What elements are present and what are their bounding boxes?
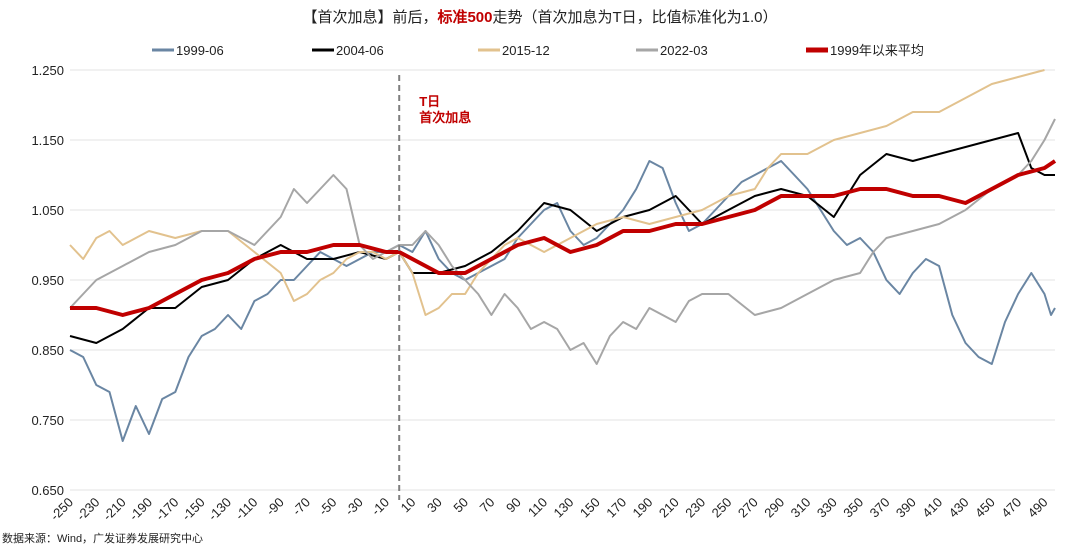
x-tick-label: -150: [179, 495, 208, 524]
x-tick-label: 270: [735, 495, 761, 521]
x-tick-label: 470: [998, 495, 1024, 521]
y-tick-label: 0.950: [31, 273, 64, 288]
y-tick-label: 1.250: [31, 63, 64, 78]
x-tick-label: 130: [551, 495, 577, 521]
x-tick-label: 110: [525, 495, 550, 520]
legend-label: 1999-06: [176, 43, 224, 58]
x-tick-label: 50: [450, 495, 471, 516]
x-tick-label: 410: [919, 495, 945, 521]
series-line-2004-06: [69, 132, 1055, 344]
x-tick-label: 370: [867, 495, 893, 521]
legend-item: 1999年以来平均: [806, 43, 924, 58]
legend: 1999-06 2004-06 2015-12 2022-03 1999年以来平均: [152, 43, 924, 58]
series-line-1999年以来平均: [70, 159, 1057, 317]
x-tick-label: 150: [577, 495, 603, 521]
legend-item: 2004-06: [312, 43, 384, 58]
title-part-1: 【首次加息】前后，: [302, 9, 437, 26]
legend-item: 2022-03: [636, 43, 708, 58]
legend-label: 2015-12: [502, 43, 550, 58]
x-tick-label: 10: [398, 495, 419, 516]
x-tick-label: 390: [893, 495, 919, 521]
x-tick-label: 350: [840, 495, 866, 521]
x-tick-label: -250: [47, 495, 76, 524]
legend-item: 1999-06: [152, 43, 224, 58]
x-tick-label: -50: [316, 495, 340, 519]
y-tick-label: 0.850: [31, 343, 64, 358]
x-tick-label: 250: [709, 495, 735, 521]
x-tick-label: -230: [73, 495, 102, 524]
source-note: 数据来源：Wind，广发证券发展研究中心: [2, 531, 203, 545]
legend-label: 2004-06: [336, 43, 384, 58]
x-tick-label: -130: [205, 495, 234, 524]
x-tick-label: -90: [263, 495, 287, 519]
x-axis: -250-230-210-190-170-150-130-110 -90 -70 -5…: [47, 495, 1050, 524]
legend-item: 2015-12: [478, 43, 550, 58]
x-tick-label: 210: [656, 495, 682, 521]
x-tick-label: 70: [477, 495, 498, 516]
legend-label: 2022-03: [660, 43, 708, 58]
x-tick-label: 430: [946, 495, 972, 521]
x-tick-label: -170: [152, 495, 181, 524]
x-tick-label: 170: [603, 495, 629, 521]
title-highlight: 标准500: [436, 8, 492, 26]
x-tick-label: 90: [503, 495, 524, 516]
y-tick-label: 1.050: [31, 203, 64, 218]
x-tick-label: 330: [814, 495, 840, 521]
y-tick-label: 0.750: [31, 413, 64, 428]
x-tick-label: 310: [788, 495, 814, 521]
grid: [70, 69, 1055, 491]
y-axis: 1.250 1.150 1.050 0.950 0.850 0.750 0.650: [31, 63, 64, 498]
legend-label: 1999年以来平均: [830, 43, 924, 58]
y-tick-label: 0.650: [31, 483, 64, 498]
x-tick-label: 190: [630, 495, 656, 521]
x-tick-label: -70: [289, 495, 313, 519]
x-tick-label: 290: [761, 495, 787, 521]
x-tick-label: 230: [682, 495, 708, 521]
x-tick-label: -110: [232, 495, 260, 523]
series-lines: [69, 69, 1057, 442]
title-part-3: 走势（首次加息为T日，比值标准化为1.0）: [493, 9, 778, 26]
series-line-2022-03: [69, 118, 1056, 365]
annotation-text: T日: [419, 94, 440, 109]
x-tick-label: 450: [972, 495, 998, 521]
annotation-text: 首次加息: [419, 110, 471, 125]
series-line-1999-06: [69, 160, 1056, 442]
x-tick-label: -210: [100, 495, 129, 524]
y-tick-label: 1.150: [31, 133, 64, 148]
x-tick-label: -30: [342, 495, 366, 519]
x-tick-label: 490: [1025, 495, 1051, 521]
x-tick-label: -190: [126, 495, 155, 524]
x-tick-label: -10: [368, 495, 392, 519]
x-tick-label: 30: [424, 495, 445, 516]
chart-title: 【首次加息】前后，标准500走势（首次加息为T日，比值标准化为1.0）: [302, 8, 777, 26]
